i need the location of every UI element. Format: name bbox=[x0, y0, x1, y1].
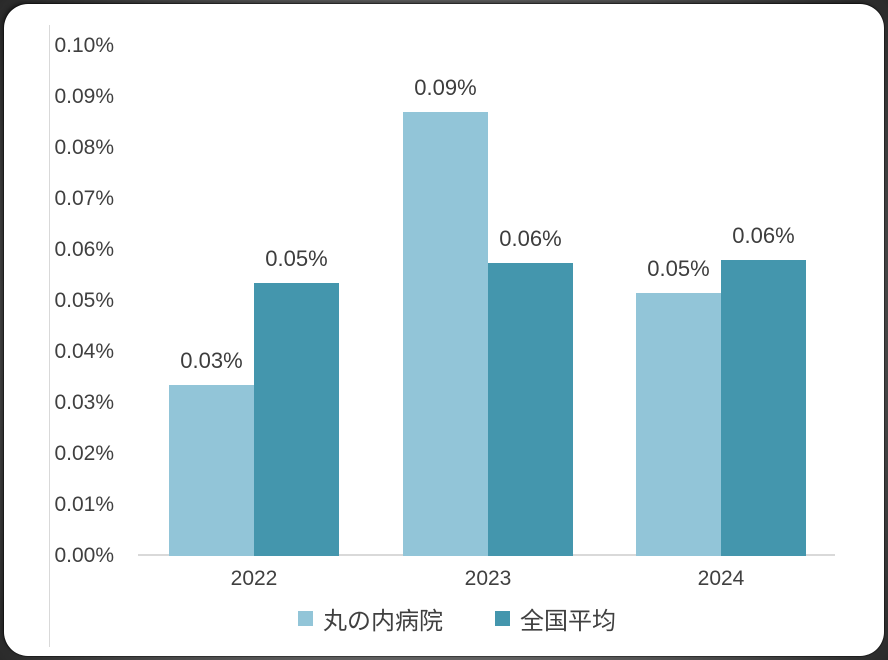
legend-marker-national-average bbox=[495, 610, 510, 626]
bar-marunouchi-hospital-2023 bbox=[403, 112, 488, 556]
x-tick-2023: 2023 bbox=[464, 567, 512, 590]
bar-chart: 0.10% 0.09% 0.08% 0.07% 0.06% 0.05% 0.04% 0.03%… bbox=[4, 4, 884, 656]
legend-label-marunouchi-hospital: 丸の内病院 bbox=[323, 607, 443, 635]
y-tick: 0.00% bbox=[54, 544, 114, 567]
bar-national-average-2022 bbox=[254, 283, 339, 556]
y-tick: 0.05% bbox=[54, 289, 114, 312]
bar-national-average-2023 bbox=[488, 263, 573, 556]
y-tick: 0.06% bbox=[54, 238, 114, 261]
y-tick: 0.02% bbox=[54, 442, 114, 465]
y-tick: 0.04% bbox=[54, 340, 114, 363]
y-tick: 0.10% bbox=[54, 34, 114, 57]
legend-item-national-average: 全国平均 bbox=[495, 601, 616, 636]
bar-label-marunouchi-hospital-2024: 0.05% bbox=[647, 256, 710, 281]
bar-label-marunouchi-hospital-2023: 0.09% bbox=[414, 75, 477, 100]
legend-marker-marunouchi-hospital bbox=[298, 610, 313, 626]
legend-label-national-average: 全国平均 bbox=[520, 607, 616, 635]
legend-item-marunouchi-hospital: 丸の内病院 bbox=[298, 601, 443, 636]
chart-card: 0.10% 0.09% 0.08% 0.07% 0.06% 0.05% 0.04% 0.03%… bbox=[4, 4, 884, 656]
pane-border-line bbox=[49, 25, 50, 647]
chart-legend: 丸の内病院 全国平均 bbox=[4, 601, 884, 636]
y-tick: 0.08% bbox=[54, 136, 114, 159]
bar-national-average-2024 bbox=[721, 260, 806, 556]
bar-marunouchi-hospital-2024 bbox=[636, 293, 721, 556]
y-tick: 0.01% bbox=[54, 493, 114, 516]
y-tick: 0.07% bbox=[54, 187, 114, 210]
bar-label-marunouchi-hospital-2022: 0.03% bbox=[180, 348, 243, 373]
bar-label-national-average-2024: 0.06% bbox=[732, 223, 795, 248]
y-tick: 0.09% bbox=[54, 85, 114, 108]
x-tick-2022: 2022 bbox=[230, 567, 278, 590]
x-tick-2024: 2024 bbox=[697, 567, 745, 590]
bar-label-national-average-2023: 0.06% bbox=[499, 226, 562, 251]
y-tick: 0.03% bbox=[54, 391, 114, 414]
bar-marunouchi-hospital-2022 bbox=[169, 385, 254, 556]
bar-label-national-average-2022: 0.05% bbox=[265, 246, 328, 271]
